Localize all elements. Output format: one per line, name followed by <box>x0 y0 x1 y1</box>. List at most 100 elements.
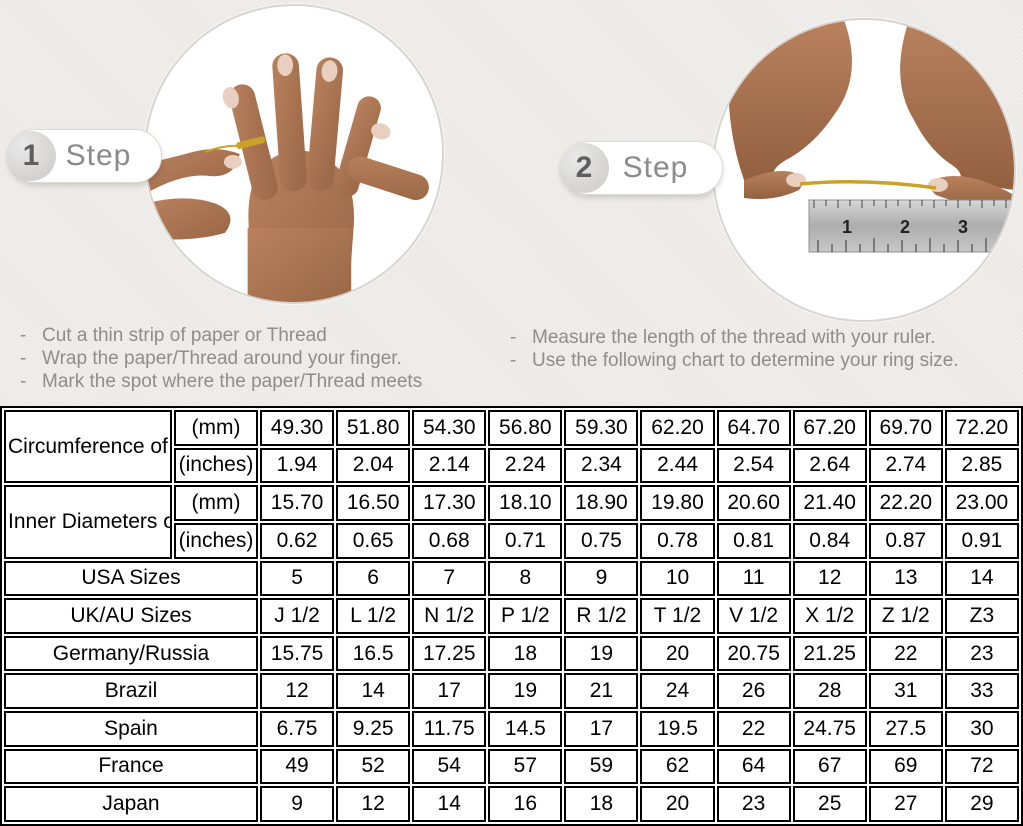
size-value: 2.74 <box>868 447 943 484</box>
size-value: 0.65 <box>336 522 411 559</box>
hand-with-ring-illustration <box>146 53 429 302</box>
size-value: Z3 <box>944 598 1019 634</box>
unit-label: (inches) <box>174 522 258 559</box>
step2-photo: 1 2 3 <box>712 18 1016 322</box>
size-value: 16.50 <box>336 485 411 521</box>
row-label: Brazil <box>4 673 258 709</box>
bullet-dash: - <box>20 348 27 369</box>
instruction-line: - Use the following chart to determine yo… <box>510 349 959 372</box>
svg-text:2: 2 <box>900 217 910 237</box>
instruction-text: Cut a thin strip of paper or Thread <box>42 325 327 346</box>
size-value: 21.40 <box>792 485 867 521</box>
size-value: 64 <box>716 748 791 785</box>
size-value: 62 <box>640 748 715 785</box>
size-value: Z 1/2 <box>868 598 943 634</box>
size-value: 69 <box>868 748 943 785</box>
size-value: 2.54 <box>716 447 791 484</box>
size-value: 8 <box>488 560 563 597</box>
size-value: 22.20 <box>868 485 943 521</box>
step1-badge: 1 Step <box>6 129 162 183</box>
size-value: J 1/2 <box>260 598 335 634</box>
size-value: 15.75 <box>260 635 335 672</box>
size-value: 30 <box>944 711 1019 747</box>
size-value: 18.10 <box>488 485 563 521</box>
size-value: 24 <box>640 673 715 709</box>
size-value: 0.81 <box>716 522 791 559</box>
table-row: USA Sizes 5 6 7 8 9 10 11 12 13 14 <box>4 560 1019 597</box>
size-value: 0.68 <box>412 522 487 559</box>
table-row: (inches) 0.62 0.65 0.68 0.71 0.75 0.78 0.81 0.84… <box>4 522 1019 559</box>
bullet-dash: - <box>510 350 517 371</box>
size-value: 27 <box>868 786 943 822</box>
size-value: 9.25 <box>336 711 411 747</box>
size-value: 17 <box>412 673 487 709</box>
table-row: France 49 52 54 57 59 62 64 67 69 72 <box>4 748 1019 785</box>
size-value: 64.70 <box>716 410 791 446</box>
size-value: 17.25 <box>412 635 487 672</box>
size-value: 59.30 <box>564 410 639 446</box>
size-value: 19.5 <box>640 711 715 747</box>
size-value: 13 <box>868 560 943 597</box>
row-label: Germany/Russia <box>4 635 258 672</box>
table-row: Inner Diameters of Rings(mm)15.7016.5017… <box>4 485 1019 559</box>
size-value: 2.34 <box>564 447 639 484</box>
instruction-text: Use the following chart to determine you… <box>532 350 959 371</box>
size-value: 31 <box>868 673 943 709</box>
size-value: 0.84 <box>792 522 867 559</box>
instruction-line: - Wrap the paper/Thread around your finge… <box>20 347 422 370</box>
table-row: (inches) 1.94 2.04 2.14 2.24 2.34 2.44 2.54 2.64… <box>4 447 1019 484</box>
bullet-dash: - <box>20 371 27 392</box>
size-value: 17 <box>564 711 639 747</box>
svg-text:3: 3 <box>958 217 968 237</box>
size-value: L 1/2 <box>336 598 411 634</box>
step2-badge: 2 Step <box>559 141 723 195</box>
size-value: 19 <box>564 635 639 672</box>
size-value: 21.25 <box>792 635 867 672</box>
size-value: 5 <box>260 560 335 597</box>
instruction-text: Mark the spot where the paper/Thread mee… <box>42 371 423 392</box>
size-value: 10 <box>640 560 715 597</box>
size-value: 56.80 <box>488 410 563 446</box>
size-value: 57 <box>488 748 563 785</box>
size-value: 0.87 <box>868 522 943 559</box>
size-value: 24.75 <box>792 711 867 747</box>
row-label: Japan <box>4 786 258 822</box>
size-value: 11.75 <box>412 711 487 747</box>
size-value: 6.75 <box>260 711 335 747</box>
svg-text:1: 1 <box>842 217 852 237</box>
size-value: 21 <box>564 673 639 709</box>
measuring-thread-illustration: 1 2 3 <box>728 20 1014 253</box>
size-value: 49.30 <box>260 410 335 446</box>
table-row: Brazil 12 14 17 19 21 24 26 28 31 33 <box>4 673 1019 709</box>
row-label: USA Sizes <box>4 560 258 597</box>
size-value: 33 <box>944 673 1019 709</box>
size-value: V 1/2 <box>716 598 791 634</box>
size-value: 67.20 <box>792 410 867 446</box>
size-value: 19 <box>488 673 563 709</box>
size-value: R 1/2 <box>564 598 639 634</box>
size-value: 25 <box>792 786 867 822</box>
size-value: 2.14 <box>412 447 487 484</box>
size-value: 6 <box>336 560 411 597</box>
table-row: Circumference of Your Finger(mm)49.3051.… <box>4 410 1019 484</box>
size-value: 12 <box>260 673 335 709</box>
size-value: 16 <box>488 786 563 822</box>
size-value: 17.30 <box>412 485 487 521</box>
size-value: 29 <box>944 786 1019 822</box>
size-value: 27.5 <box>868 711 943 747</box>
step1-instructions: - Cut a thin strip of paper or Thread - Wra… <box>20 324 422 393</box>
step1-number: 1 <box>6 131 56 181</box>
size-chart-table: Circumference of Your Finger(mm)49.3051.… <box>0 406 1023 826</box>
size-value: 0.78 <box>640 522 715 559</box>
row-label: France <box>4 748 258 785</box>
size-value: 72.20 <box>944 410 1019 446</box>
size-value: 62.20 <box>640 410 715 446</box>
size-value: 15.70 <box>260 485 335 521</box>
size-value: 0.71 <box>488 522 563 559</box>
size-value: 20.60 <box>716 485 791 521</box>
step2-instructions: - Measure the length of the thread with y… <box>510 326 959 372</box>
table-row: Germany/Russia 15.75 16.5 17.25 18 19 20 20.75 2… <box>4 635 1019 672</box>
size-value: 2.85 <box>944 447 1019 484</box>
table-row: Spain 6.75 9.25 11.75 14.5 17 19.5 22 24.75 27.5 3… <box>4 711 1019 747</box>
instruction-line: - Measure the length of the thread with y… <box>510 326 959 349</box>
